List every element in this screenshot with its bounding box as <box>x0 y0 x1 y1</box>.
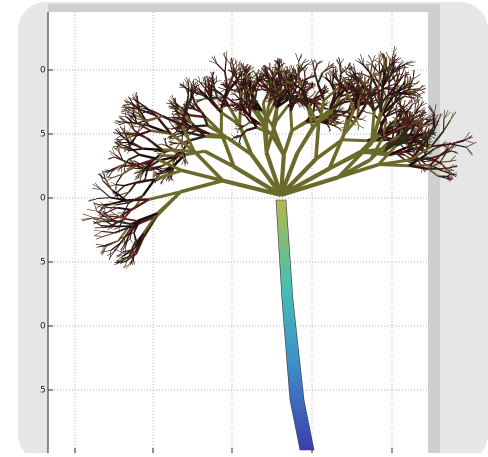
branch <box>398 93 407 94</box>
top-bar <box>48 4 440 12</box>
y-tick-label: 0 <box>40 66 46 76</box>
branch <box>333 111 348 112</box>
y-tick-label: 0 <box>40 322 46 332</box>
branch <box>191 125 208 126</box>
y-tick-label: 5 <box>40 258 46 268</box>
branch <box>347 80 358 81</box>
branch <box>342 140 367 141</box>
y-tick-label: 5 <box>40 130 46 140</box>
y-tick-label: 0 <box>40 194 46 204</box>
branch <box>162 150 194 151</box>
branch <box>291 111 292 131</box>
branch <box>341 64 342 74</box>
branch <box>305 72 306 80</box>
branch <box>381 123 383 138</box>
branch <box>440 161 450 162</box>
branch <box>238 110 244 111</box>
right-bar <box>428 4 440 453</box>
branch <box>404 114 405 122</box>
branch <box>267 82 268 89</box>
branch <box>235 136 241 137</box>
y-tick-label: 5 <box>40 386 46 396</box>
